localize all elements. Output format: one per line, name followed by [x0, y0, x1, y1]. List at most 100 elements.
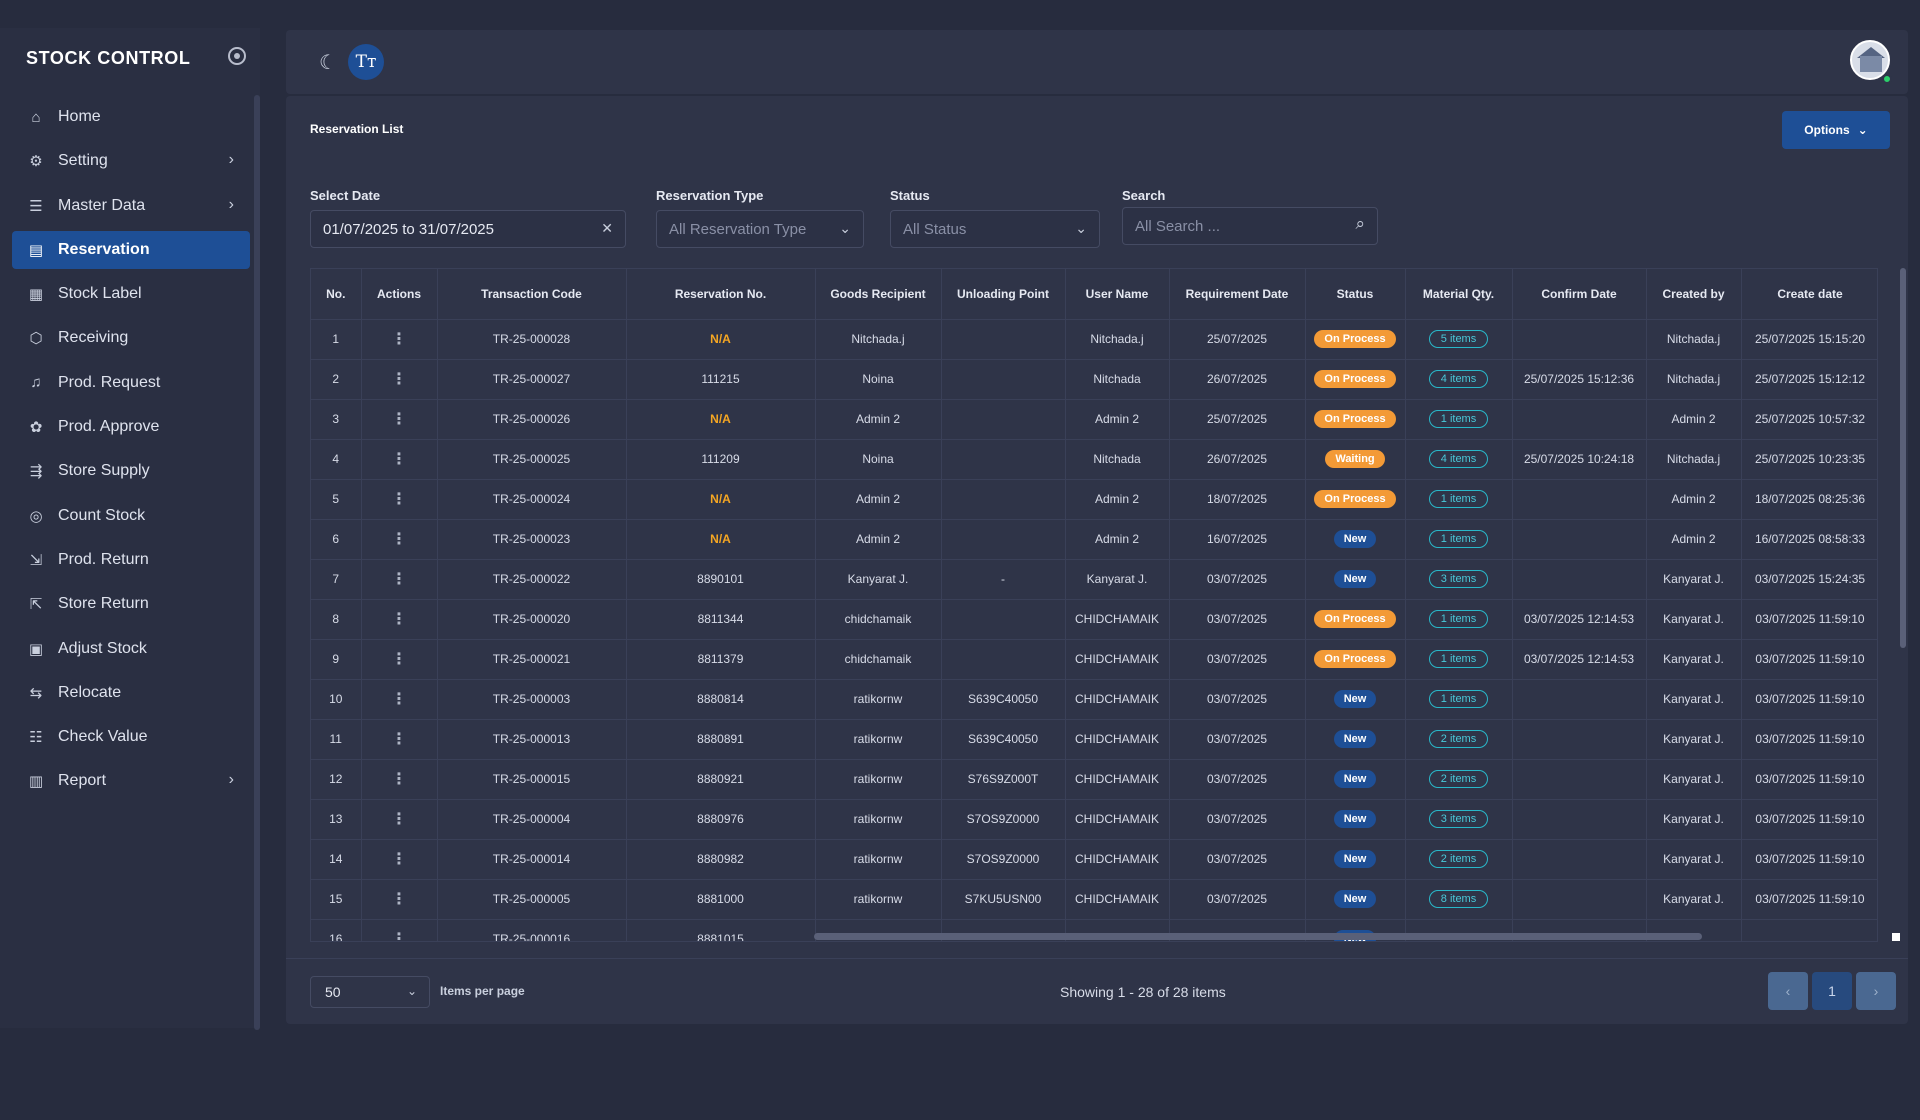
- material-qty-pill[interactable]: 1 items: [1428, 490, 1489, 508]
- sidebar-item-receiving[interactable]: ⬡ Receiving: [12, 319, 250, 357]
- cell-created-by: Kanyarat J.: [1646, 679, 1742, 720]
- material-qty-pill[interactable]: 2 items: [1428, 770, 1489, 788]
- table-row[interactable]: 6 ⋮ TR-25-000023 N/A Admin 2 Admin 2 16/07/202…: [311, 519, 1877, 560]
- items-per-page-select[interactable]: 50 ⌄: [310, 976, 430, 1008]
- sidebar-item-count-stock[interactable]: ◎ Count Stock: [12, 497, 250, 535]
- sidebar-item-home[interactable]: ⌂ Home: [12, 98, 250, 136]
- material-qty-pill[interactable]: 1 items: [1428, 410, 1489, 428]
- table-row[interactable]: 14 ⋮ TR-25-000014 8880982 ratikornw S7OS9Z000…: [311, 839, 1877, 880]
- table-row[interactable]: 13 ⋮ TR-25-000004 8880976 ratikornw S7OS9Z000…: [311, 799, 1877, 840]
- column-header[interactable]: Actions: [361, 269, 438, 320]
- kebab-menu-icon[interactable]: ⋮: [391, 731, 407, 748]
- sidebar-item-prod-return[interactable]: ⇲ Prod. Return: [12, 541, 250, 579]
- cell-res: 8811379: [626, 639, 816, 680]
- prev-page-button[interactable]: ‹: [1768, 972, 1808, 1010]
- search-input[interactable]: All Search ... ⌕: [1122, 207, 1378, 245]
- column-header[interactable]: Unloading Point: [941, 269, 1066, 320]
- material-qty-pill[interactable]: 4 items: [1428, 370, 1489, 388]
- font-size-icon[interactable]: Tт: [348, 44, 384, 80]
- next-page-button[interactable]: ›: [1856, 972, 1896, 1010]
- online-status-dot: [1882, 74, 1892, 84]
- sidebar-item-setting[interactable]: ⚙ Setting ›: [12, 142, 250, 180]
- column-header[interactable]: Reservation No.: [626, 269, 816, 320]
- sidebar-item-report[interactable]: ▥ Report ›: [12, 762, 250, 800]
- column-header[interactable]: Confirm Date: [1512, 269, 1647, 320]
- table-row[interactable]: 12 ⋮ TR-25-000015 8880921 ratikornw S76S9Z000…: [311, 759, 1877, 800]
- status-cell: On Process: [1305, 599, 1406, 640]
- material-qty-pill[interactable]: 2 items: [1428, 850, 1489, 868]
- table-row[interactable]: 5 ⋮ TR-25-000024 N/A Admin 2 Admin 2 18/07/202…: [311, 479, 1877, 520]
- sidebar-item-prod-request[interactable]: ♫ Prod. Request: [12, 364, 250, 402]
- column-header[interactable]: Requirement Date: [1169, 269, 1306, 320]
- kebab-menu-icon[interactable]: ⋮: [391, 531, 407, 548]
- kebab-menu-icon[interactable]: ⋮: [391, 851, 407, 868]
- table-row[interactable]: 9 ⋮ TR-25-000021 8811379 chidchamaik CHIDCHAM…: [311, 639, 1877, 680]
- sidebar-toggle-icon[interactable]: [228, 47, 246, 65]
- table-row[interactable]: 15 ⋮ TR-25-000005 8881000 ratikornw S7KU5USN0…: [311, 879, 1877, 920]
- material-qty-cell: 1 items: [1405, 519, 1513, 560]
- column-header[interactable]: Goods Recipient: [815, 269, 942, 320]
- material-qty-pill[interactable]: 3 items: [1428, 810, 1489, 828]
- kebab-menu-icon[interactable]: ⋮: [391, 371, 407, 388]
- material-qty-pill[interactable]: 4 items: [1428, 450, 1489, 468]
- sidebar-item-reservation[interactable]: ▤ Reservation: [12, 230, 250, 269]
- dark-mode-icon[interactable]: ☾: [319, 51, 337, 74]
- table-row[interactable]: 1 ⋮ TR-25-000028 N/A Nitchada.j Nitchada.j 25/…: [311, 319, 1877, 360]
- column-header[interactable]: Transaction Code: [437, 269, 627, 320]
- date-range-input[interactable]: 01/07/2025 to 31/07/2025 ✕: [310, 210, 626, 248]
- material-qty-pill[interactable]: 2 items: [1428, 730, 1489, 748]
- column-header[interactable]: Status: [1305, 269, 1406, 320]
- column-header[interactable]: No.: [311, 269, 362, 320]
- page-1-button[interactable]: 1: [1812, 972, 1852, 1010]
- row-actions-cell: ⋮: [361, 879, 438, 920]
- table-vertical-scrollbar[interactable]: [1900, 268, 1906, 648]
- kebab-menu-icon[interactable]: ⋮: [391, 411, 407, 428]
- status-select[interactable]: All Status ⌄: [890, 210, 1100, 248]
- material-qty-pill[interactable]: 8 items: [1428, 890, 1489, 908]
- sidebar-scrollbar[interactable]: [254, 95, 260, 1030]
- table-row[interactable]: 10 ⋮ TR-25-000003 8880814 ratikornw S639C4005…: [311, 679, 1877, 720]
- clear-icon[interactable]: ✕: [601, 220, 613, 236]
- kebab-menu-icon[interactable]: ⋮: [391, 811, 407, 828]
- kebab-menu-icon[interactable]: ⋮: [391, 451, 407, 468]
- material-qty-pill[interactable]: 1 items: [1428, 690, 1489, 708]
- kebab-menu-icon[interactable]: ⋮: [391, 891, 407, 908]
- table-row[interactable]: 7 ⋮ TR-25-000022 8890101 Kanyarat J. - Kanyara…: [311, 559, 1877, 600]
- table-row[interactable]: 11 ⋮ TR-25-000013 8880891 ratikornw S639C4005…: [311, 719, 1877, 760]
- kebab-menu-icon[interactable]: ⋮: [391, 691, 407, 708]
- table-row[interactable]: 2 ⋮ TR-25-000027 111215 Noina Nitchada 26/07/2…: [311, 359, 1877, 400]
- sidebar-item-stock-label[interactable]: ▦ Stock Label: [12, 275, 250, 313]
- material-qty-pill[interactable]: 3 items: [1428, 570, 1489, 588]
- kebab-menu-icon[interactable]: ⋮: [391, 611, 407, 628]
- table-row[interactable]: 3 ⋮ TR-25-000026 N/A Admin 2 Admin 2 25/07/202…: [311, 399, 1877, 440]
- sidebar-item-relocate[interactable]: ⇆ Relocate: [12, 674, 250, 712]
- material-qty-pill[interactable]: 1 items: [1428, 530, 1489, 548]
- sidebar-item-adjust-stock[interactable]: ▣ Adjust Stock: [12, 630, 250, 668]
- column-header[interactable]: Material Qty.: [1405, 269, 1513, 320]
- material-qty-pill[interactable]: 1 items: [1428, 610, 1489, 628]
- kebab-menu-icon[interactable]: ⋮: [391, 651, 407, 668]
- material-qty-cell: 2 items: [1405, 719, 1513, 760]
- table-horizontal-scrollbar[interactable]: [814, 933, 1702, 940]
- kebab-menu-icon[interactable]: ⋮: [391, 491, 407, 508]
- table-row[interactable]: 8 ⋮ TR-25-000020 8811344 chidchamaik CHIDCHAM…: [311, 599, 1877, 640]
- reservation-type-select[interactable]: All Reservation Type ⌄: [656, 210, 864, 248]
- sidebar-item-master-data[interactable]: ☰ Master Data ›: [12, 187, 250, 225]
- sidebar-item-store-return[interactable]: ⇱ Store Return: [12, 585, 250, 623]
- search-icon[interactable]: ⌕: [1355, 214, 1365, 233]
- sidebar-item-prod-approve[interactable]: ✿ Prod. Approve: [12, 408, 250, 446]
- kebab-menu-icon[interactable]: ⋮: [391, 331, 407, 348]
- column-header[interactable]: Create date: [1741, 269, 1877, 320]
- table-row[interactable]: 4 ⋮ TR-25-000025 111209 Noina Nitchada 26/07/2…: [311, 439, 1877, 480]
- options-button[interactable]: Options ⌄: [1782, 111, 1890, 149]
- avatar[interactable]: [1850, 40, 1890, 80]
- sidebar-item-store-supply[interactable]: ⇶ Store Supply: [12, 452, 250, 490]
- material-qty-pill[interactable]: 5 items: [1428, 330, 1489, 348]
- kebab-menu-icon[interactable]: ⋮: [391, 571, 407, 588]
- sidebar-item-check-value[interactable]: ☷ Check Value: [12, 718, 250, 756]
- kebab-menu-icon[interactable]: ⋮: [391, 931, 407, 942]
- column-header[interactable]: User Name: [1065, 269, 1170, 320]
- column-header[interactable]: Created by: [1646, 269, 1742, 320]
- kebab-menu-icon[interactable]: ⋮: [391, 771, 407, 788]
- material-qty-pill[interactable]: 1 items: [1428, 650, 1489, 668]
